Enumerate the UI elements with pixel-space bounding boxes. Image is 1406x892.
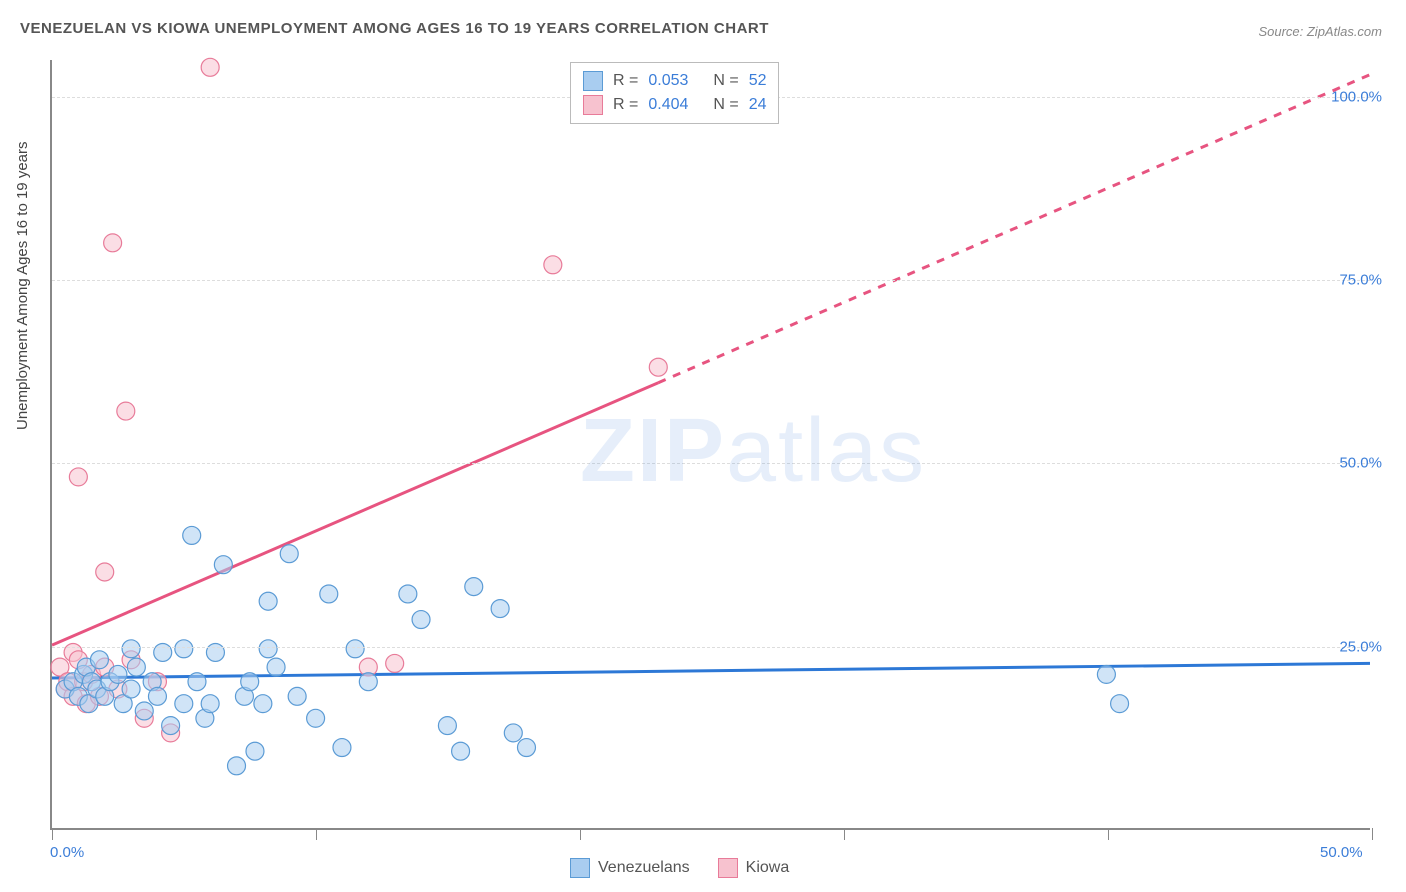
data-point-venezuelans xyxy=(90,651,108,669)
x-tick xyxy=(1108,828,1109,840)
data-point-venezuelans xyxy=(452,742,470,760)
swatch-kiowa xyxy=(583,95,603,115)
swatch-kiowa xyxy=(718,858,738,878)
data-point-venezuelans xyxy=(288,687,306,705)
series-legend: Venezuelans Kiowa xyxy=(570,858,789,878)
data-point-venezuelans xyxy=(280,545,298,563)
r-value-kiowa: 0.404 xyxy=(648,96,703,114)
legend-row-kiowa: R = 0.404 N = 24 xyxy=(583,93,766,117)
y-tick-label: 100.0% xyxy=(1331,88,1382,105)
r-label: R = xyxy=(613,72,638,90)
chart-title: VENEZUELAN VS KIOWA UNEMPLOYMENT AMONG A… xyxy=(20,20,769,37)
data-point-kiowa xyxy=(201,58,219,76)
data-point-venezuelans xyxy=(259,640,277,658)
source-name: ZipAtlas.com xyxy=(1307,24,1382,39)
data-point-venezuelans xyxy=(162,717,180,735)
y-tick-label: 75.0% xyxy=(1339,272,1382,289)
data-point-venezuelans xyxy=(175,640,193,658)
scatter-plot-svg xyxy=(52,60,1370,828)
data-point-venezuelans xyxy=(1097,665,1115,683)
n-value-venezuelans: 52 xyxy=(749,72,767,90)
data-point-kiowa xyxy=(117,402,135,420)
y-tick-label: 50.0% xyxy=(1339,455,1382,472)
r-label: R = xyxy=(613,96,638,114)
data-point-kiowa xyxy=(649,358,667,376)
swatch-venezuelans xyxy=(570,858,590,878)
data-point-kiowa xyxy=(96,563,114,581)
data-point-venezuelans xyxy=(228,757,246,775)
gridline xyxy=(52,647,1370,648)
plot-area xyxy=(50,60,1370,830)
data-point-venezuelans xyxy=(254,695,272,713)
x-tick-label: 0.0% xyxy=(50,844,84,861)
data-point-venezuelans xyxy=(188,673,206,691)
data-point-venezuelans xyxy=(320,585,338,603)
source-attribution: Source: ZipAtlas.com xyxy=(1258,24,1382,39)
data-point-venezuelans xyxy=(214,556,232,574)
legend-item-kiowa: Kiowa xyxy=(718,858,790,878)
data-point-venezuelans xyxy=(175,695,193,713)
data-point-kiowa xyxy=(386,654,404,672)
data-point-venezuelans xyxy=(122,640,140,658)
data-point-venezuelans xyxy=(183,526,201,544)
data-point-venezuelans xyxy=(359,673,377,691)
legend-row-venezuelans: R = 0.053 N = 52 xyxy=(583,69,766,93)
data-point-venezuelans xyxy=(148,687,166,705)
data-point-kiowa xyxy=(69,468,87,486)
swatch-venezuelans xyxy=(583,71,603,91)
correlation-legend: R = 0.053 N = 52 R = 0.404 N = 24 xyxy=(570,62,779,124)
data-point-venezuelans xyxy=(127,658,145,676)
legend-item-venezuelans: Venezuelans xyxy=(570,858,690,878)
data-point-venezuelans xyxy=(412,611,430,629)
gridline xyxy=(52,280,1370,281)
data-point-kiowa xyxy=(544,256,562,274)
gridline xyxy=(52,463,1370,464)
data-point-venezuelans xyxy=(346,640,364,658)
x-tick xyxy=(844,828,845,840)
data-point-venezuelans xyxy=(465,578,483,596)
x-tick xyxy=(580,828,581,840)
data-point-venezuelans xyxy=(399,585,417,603)
data-point-venezuelans xyxy=(438,717,456,735)
data-point-venezuelans xyxy=(333,739,351,757)
legend-label-venezuelans: Venezuelans xyxy=(598,859,690,877)
data-point-venezuelans xyxy=(504,724,522,742)
data-point-venezuelans xyxy=(122,680,140,698)
data-point-venezuelans xyxy=(259,592,277,610)
data-point-venezuelans xyxy=(201,695,219,713)
x-tick-label: 50.0% xyxy=(1320,844,1363,861)
x-tick xyxy=(52,828,53,840)
x-tick xyxy=(1372,828,1373,840)
legend-label-kiowa: Kiowa xyxy=(746,859,790,877)
data-point-venezuelans xyxy=(135,702,153,720)
data-point-venezuelans xyxy=(517,739,535,757)
trendline-kiowa-solid xyxy=(52,383,658,645)
r-value-venezuelans: 0.053 xyxy=(648,72,703,90)
n-value-kiowa: 24 xyxy=(749,96,767,114)
x-tick xyxy=(316,828,317,840)
data-point-venezuelans xyxy=(267,658,285,676)
data-point-venezuelans xyxy=(246,742,264,760)
y-tick-label: 25.0% xyxy=(1339,638,1382,655)
data-point-venezuelans xyxy=(491,600,509,618)
data-point-venezuelans xyxy=(307,709,325,727)
data-point-venezuelans xyxy=(241,673,259,691)
data-point-venezuelans xyxy=(109,665,127,683)
data-point-kiowa xyxy=(104,234,122,252)
n-label: N = xyxy=(713,72,738,90)
source-label: Source: xyxy=(1258,24,1306,39)
n-label: N = xyxy=(713,96,738,114)
y-axis-label: Unemployment Among Ages 16 to 19 years xyxy=(14,141,31,430)
data-point-venezuelans xyxy=(1111,695,1129,713)
